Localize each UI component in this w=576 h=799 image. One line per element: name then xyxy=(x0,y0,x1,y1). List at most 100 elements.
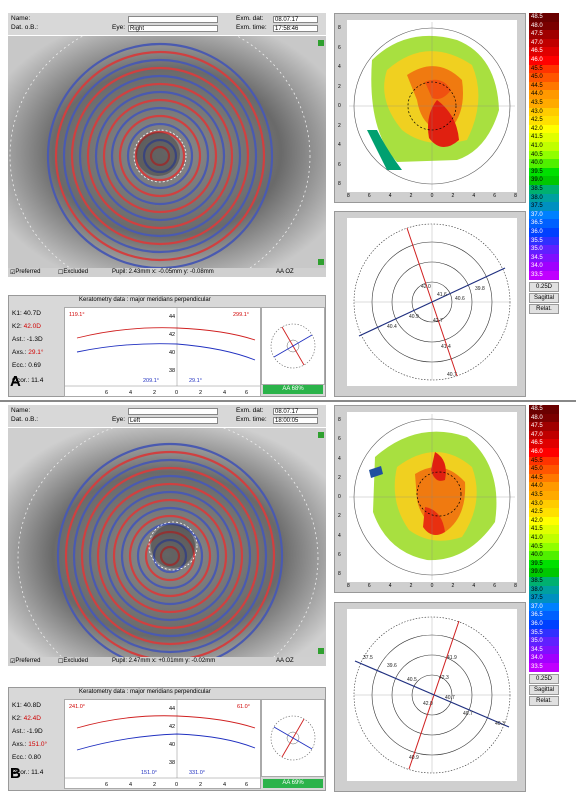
name-label: Name: xyxy=(11,15,31,22)
aa-oz-label: AA OZ xyxy=(276,269,294,275)
keratometry-title: Keratometry data : major meridians perpe… xyxy=(79,297,211,303)
k2-label: K2: xyxy=(12,323,22,330)
excluded-checkbox[interactable]: ☐ Excluded xyxy=(58,658,89,665)
ocor-value: Øcor.: 11.4 xyxy=(12,769,44,776)
scale-step: 40.0 xyxy=(529,159,559,168)
topography-map-top[interactable]: 8 6 4 2 0 2 4 6 8 8 6 4 2 0 2 4 6 8 xyxy=(334,405,526,593)
eye-field[interactable]: Right xyxy=(128,25,218,32)
eye-field[interactable]: Left xyxy=(128,417,218,424)
topography-map-top[interactable]: 8 6 4 2 0 2 4 6 8 8 6 4 2 0 2 4 6 8 xyxy=(334,13,526,203)
y-tick-44: 44 xyxy=(169,706,175,712)
scale-step: 36.5 xyxy=(529,611,559,620)
exam-time-field[interactable]: 17:58:46 xyxy=(273,25,318,32)
scale-step: 35.0 xyxy=(529,637,559,646)
scale-step: 37.0 xyxy=(529,602,559,612)
x-tick: 6 xyxy=(367,193,371,199)
exam-time-label: Exm. time: xyxy=(236,24,267,31)
excluded-checkbox[interactable]: ☐ Excluded xyxy=(58,269,89,276)
x-tick-5: 4 xyxy=(223,390,226,396)
scale-step: 43.0 xyxy=(529,107,559,117)
value-label: 40.9 xyxy=(409,755,419,761)
scale-type-button[interactable]: Sagittal xyxy=(529,292,559,303)
scale-mode-button[interactable]: Relat. xyxy=(529,695,559,706)
value-label: 40.5 xyxy=(407,677,417,683)
scale-step: 34.0 xyxy=(529,262,559,271)
scale-step: 33.5 xyxy=(529,271,559,280)
y-tick-38: 38 xyxy=(169,368,175,374)
scale-step: 39.5 xyxy=(529,167,559,177)
y-tick: 8 xyxy=(338,181,341,187)
topography-map-area xyxy=(347,20,517,192)
x-tick-1: 4 xyxy=(129,390,132,396)
dob-label: Dat. o.B.: xyxy=(11,416,39,423)
keratometry-panel: Keratometry data : major meridians perpe… xyxy=(8,687,326,791)
x-tick: 2 xyxy=(409,193,413,199)
x-tick-2: 2 xyxy=(153,782,156,788)
scale-step: 47.0 xyxy=(529,430,559,440)
axis-label: Axs.: xyxy=(12,349,27,356)
x-tick: 0 xyxy=(430,193,434,199)
name-field[interactable] xyxy=(128,16,218,23)
scale-step: 46.0 xyxy=(529,448,559,457)
axis-row: Axs.: 151.0° xyxy=(12,741,47,748)
x-tick: 6 xyxy=(493,193,497,199)
color-scale-a: 48.5 48.0 47.5 47.0 46.5 46.0 45.5 45.0 44.5 44.0… xyxy=(529,13,559,397)
placido-eye-image[interactable] xyxy=(8,36,326,269)
x-tick: 4 xyxy=(388,193,392,199)
k2-value: 42.0D xyxy=(23,323,41,330)
x-tick: 8 xyxy=(347,583,350,589)
eye-label: Eye: xyxy=(112,416,126,423)
axial-map-bottom[interactable]: 37.5 39.6 40.5 41.9 42.3 42.0 40.7 40.7 … xyxy=(334,602,526,792)
exam-date-field[interactable]: 08.07.17 xyxy=(273,16,318,23)
y-tick-44: 44 xyxy=(169,314,175,320)
figure-letter-a: A xyxy=(10,373,21,390)
eye-value: Right xyxy=(130,26,145,32)
axis-compass xyxy=(261,307,325,385)
preferred-checkbox[interactable]: ☑ Preferred xyxy=(10,269,41,276)
scale-step: 44.5 xyxy=(529,81,559,91)
axial-map-area: 41.6 42.0 40.6 39.8 40.9 40.4 42.7 41.4 … xyxy=(347,218,517,386)
scale-type-button[interactable]: Sagittal xyxy=(529,684,559,695)
angle-red-right: 61.0° xyxy=(237,704,250,710)
meridian-profile-svg: 119.1° 299.1° 209.1° 29.1° 44 42 40 38 6… xyxy=(65,308,260,396)
y-tick: 4 xyxy=(338,142,341,148)
angle-blue-left: 151.0° xyxy=(141,770,157,776)
preferred-checkbox[interactable]: ☑ Preferred xyxy=(10,658,41,665)
ast-value: Ast.: -1.3D xyxy=(12,336,43,343)
x-tick: 8 xyxy=(514,193,517,199)
scale-step: 41.5 xyxy=(529,525,559,534)
ecc-value: Ecc.: 0.80 xyxy=(12,754,41,761)
value-label: 42.0 xyxy=(423,701,433,707)
x-tick-2: 2 xyxy=(153,390,156,396)
pupil-readout: Pupil: 2.47mm x: +0.01mm y: -0.02mm xyxy=(112,658,216,664)
y-tick: 2 xyxy=(338,83,341,90)
aa-oz-label: AA OZ xyxy=(276,658,294,664)
value-label: 40.3 xyxy=(495,721,505,727)
x-tick: 2 xyxy=(451,583,455,589)
scale-step: 39.0 xyxy=(529,176,559,185)
y-tick: 0 xyxy=(338,103,341,109)
meridian-profile-chart: 241.0° 61.0° 151.0° 331.0° 44 42 40 38 6… xyxy=(64,699,261,789)
exam-time-field[interactable]: 18:00:05 xyxy=(273,417,318,424)
scale-mode-button[interactable]: Relat. xyxy=(529,303,559,314)
axis-label: Axs.: xyxy=(12,741,27,748)
axial-map-svg: 41.6 42.0 40.6 39.8 40.9 40.4 42.7 41.4 … xyxy=(353,223,511,381)
ast-value: Ast.: -1.9D xyxy=(12,728,43,735)
name-field[interactable] xyxy=(128,408,218,415)
preferred-label: Preferred xyxy=(15,658,41,664)
topography-map-area xyxy=(347,412,517,582)
exam-date-field[interactable]: 08.07.17 xyxy=(273,408,318,415)
axial-map-bottom[interactable]: 41.6 42.0 40.6 39.8 40.9 40.4 42.7 41.4 … xyxy=(334,211,526,397)
k2-row: K2: 42.0D xyxy=(12,323,41,330)
value-label: 40.7 xyxy=(447,372,457,378)
scale-step: 39.5 xyxy=(529,559,559,569)
y-tick-38: 38 xyxy=(169,760,175,766)
x-tick-6: 6 xyxy=(245,782,248,788)
angle-red-right: 299.1° xyxy=(233,312,249,318)
name-label: Name: xyxy=(11,407,31,414)
placido-eye-image[interactable] xyxy=(8,428,326,658)
figure-letter-b: B xyxy=(10,765,21,782)
y-tick-42: 42 xyxy=(169,332,175,338)
scale-step: 43.5 xyxy=(529,99,559,108)
dob-label: Dat. o.B.: xyxy=(11,24,39,31)
